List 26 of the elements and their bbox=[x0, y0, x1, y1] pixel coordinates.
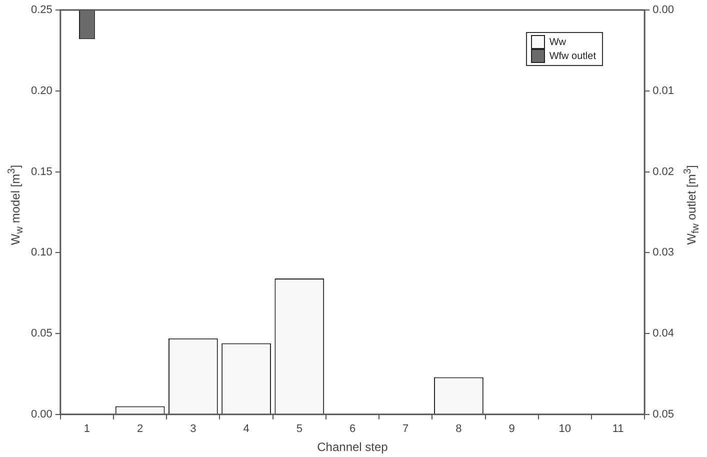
legend-label: Wfw outlet bbox=[549, 50, 596, 62]
y-tick-label: 0.00 bbox=[30, 408, 52, 420]
x-tick-label: 7 bbox=[402, 423, 409, 436]
x-axis-title: Channel step bbox=[317, 440, 388, 454]
y2-tick-label: 0.04 bbox=[652, 328, 674, 340]
y2-tick-label: 0.01 bbox=[652, 84, 674, 97]
y2-tick-label: 0.03 bbox=[652, 246, 674, 259]
x-tick-label: 10 bbox=[558, 423, 572, 436]
y-tick-label: 0.20 bbox=[30, 84, 52, 97]
y-tick-label: 0.15 bbox=[30, 166, 52, 178]
y-tick-label: 0.05 bbox=[30, 328, 52, 340]
x-tick-label: 11 bbox=[612, 423, 624, 436]
x-tick-label: 5 bbox=[296, 423, 302, 436]
y2-tick-label: 0.00 bbox=[652, 4, 674, 16]
x-tick-label: 9 bbox=[508, 423, 515, 436]
y-tick-label: 0.10 bbox=[30, 246, 52, 259]
x-tick-label: 6 bbox=[349, 423, 356, 436]
x-tick-label: 3 bbox=[190, 423, 196, 436]
x-tick-label: 2 bbox=[137, 423, 144, 436]
x-tick-label: 1 bbox=[84, 423, 90, 436]
y-tick-label: 0.25 bbox=[30, 4, 52, 16]
x-tick-label: 4 bbox=[243, 423, 250, 436]
y2-tick-label: 0.05 bbox=[652, 408, 674, 420]
x-tick-label: 8 bbox=[456, 423, 462, 436]
legend-label: Ww bbox=[549, 36, 566, 48]
y2-tick-label: 0.02 bbox=[652, 166, 674, 178]
